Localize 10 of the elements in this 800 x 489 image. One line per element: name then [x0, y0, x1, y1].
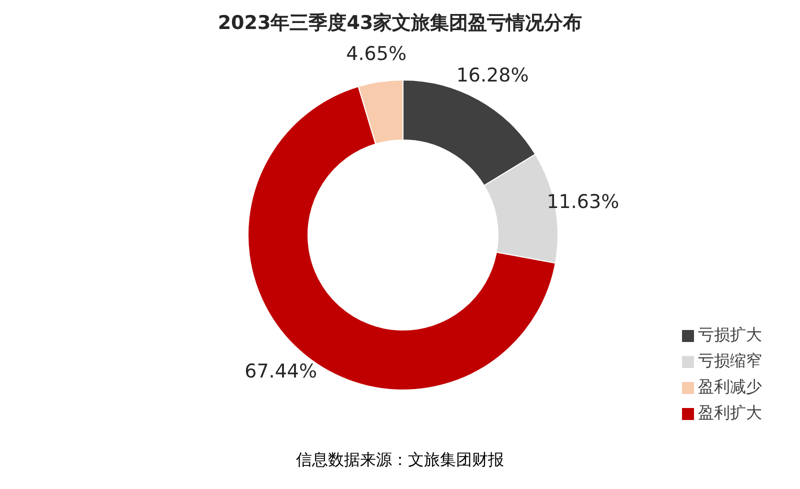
data-label: 11.63%: [546, 190, 620, 213]
legend-label: 亏损缩窄: [698, 351, 762, 370]
chart-title: 2023年三季度43家文旅集团盈亏情况分布: [216, 11, 584, 36]
legend-label: 盈利扩大: [698, 403, 762, 422]
legend-label: 盈利减少: [698, 377, 762, 396]
data-label: 4.65%: [346, 42, 407, 65]
data-label: 67.44%: [244, 360, 318, 382]
text: 信息数据来源：文旅集团财报: [295, 450, 505, 471]
legend-label: 亏损扩大: [698, 325, 762, 344]
data-label: 16.28%: [456, 64, 529, 86]
